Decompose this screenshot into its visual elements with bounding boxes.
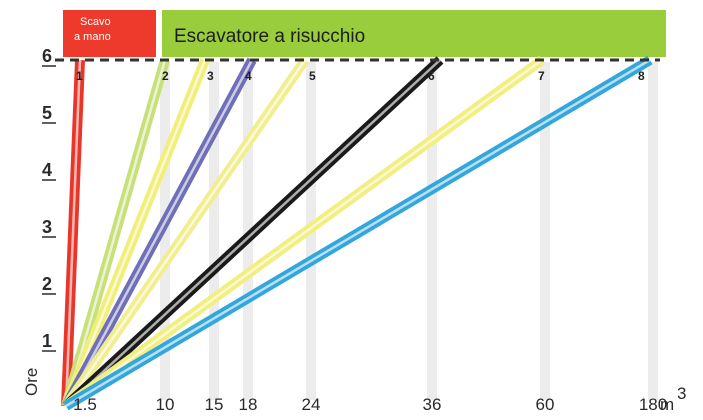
x-tick-180: 180 — [639, 395, 667, 414]
manual-header-bar — [63, 10, 156, 57]
y-tick-3: 3 — [42, 217, 52, 237]
series-label-8: 8 — [638, 69, 645, 83]
y-tick-2: 2 — [42, 274, 52, 294]
series-3-highlight — [64, 59, 207, 407]
grid-columns — [160, 62, 658, 400]
series-lines — [61, 55, 653, 411]
series-4-highlight — [64, 59, 254, 407]
x-tick-60: 60 — [536, 395, 555, 414]
y-tick-5: 5 — [42, 103, 52, 123]
series-label-3: 3 — [207, 69, 214, 83]
x-tick-24: 24 — [302, 395, 321, 414]
series-labels: 1 2 3 4 5 6 7 8 — [76, 69, 645, 83]
y-axis: 1 2 3 4 5 6 — [42, 46, 56, 352]
x-tick-1.5: 1.5 — [73, 395, 97, 414]
grid-column-60 — [540, 62, 550, 400]
series-label-1: 1 — [76, 69, 83, 83]
series-5-highlight — [64, 59, 307, 407]
excavator-header-bar — [162, 10, 666, 57]
grid-column-36 — [427, 62, 437, 400]
series-8-highlight — [65, 58, 651, 408]
series-label-5: 5 — [309, 69, 316, 83]
y-tick-4: 4 — [42, 160, 52, 180]
x-axis: 1.5 10 15 18 24 36 60 180 — [73, 395, 667, 414]
y-axis-title: Ore — [22, 368, 41, 396]
x-tick-10: 10 — [156, 395, 175, 414]
x-tick-36: 36 — [423, 395, 442, 414]
series-6-highlight — [65, 59, 441, 407]
series-7-highlight — [65, 58, 543, 408]
series-label-7: 7 — [538, 69, 545, 83]
manual-header-label-2: a mano — [74, 31, 111, 43]
series-label-4: 4 — [245, 69, 252, 83]
grid-column-180 — [648, 62, 658, 400]
x-tick-18: 18 — [239, 395, 258, 414]
series-label-6: 6 — [428, 69, 435, 83]
series-1-highlight — [64, 59, 82, 407]
series-2-highlight — [64, 59, 167, 407]
x-unit-exponent: 3 — [677, 384, 686, 403]
y-tick-1: 1 — [42, 331, 52, 351]
y-tick-6: 6 — [42, 46, 52, 66]
series-label-2: 2 — [162, 69, 169, 83]
manual-header-label-1: Scavo — [80, 16, 111, 28]
x-unit-label: m — [660, 395, 674, 414]
excavator-header-label: Escavatore a risucchio — [174, 26, 365, 47]
grid-column-15 — [209, 62, 219, 400]
x-tick-15: 15 — [205, 395, 224, 414]
